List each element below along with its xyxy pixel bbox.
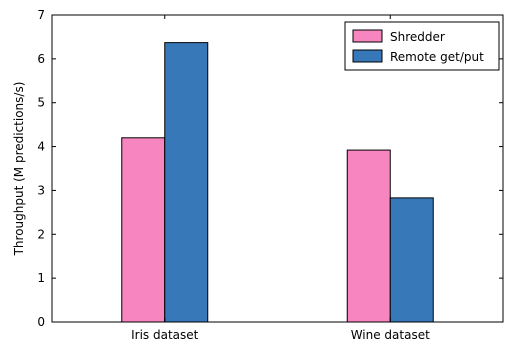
legend-label: Shredder	[390, 30, 445, 44]
y-tick-label: 1	[37, 271, 45, 285]
legend: Shredder Remote get/put	[344, 21, 500, 71]
legend-label: Remote get/put	[390, 50, 484, 64]
bars-layer	[121, 42, 434, 323]
y-tick-label: 0	[37, 315, 45, 329]
bar-remote-get-put-iris-dataset	[164, 42, 209, 323]
x-tick-label: Iris dataset	[131, 328, 199, 342]
bar-shredder-wine-dataset	[346, 149, 391, 323]
y-axis-label: Throughput (M predictions/s)	[12, 82, 26, 257]
bar-shredder-iris-dataset	[121, 137, 166, 323]
x-tick-label: Wine dataset	[351, 328, 430, 342]
y-tick-label: 2	[37, 227, 45, 241]
bar-remote-get-put-wine-dataset	[389, 197, 434, 323]
y-tick-label: 4	[37, 140, 45, 154]
y-tick-label: 6	[37, 52, 45, 66]
axes-layer: Iris dataset Wine dataset 0 1 2 3 4 5 6 7	[37, 8, 504, 342]
y-tick-label: 3	[37, 183, 45, 197]
y-tick-label: 5	[37, 96, 45, 110]
legend-swatch	[352, 49, 383, 63]
plot-frame	[51, 14, 504, 323]
legend-swatch	[352, 29, 383, 43]
y-tick-label: 7	[37, 8, 45, 22]
